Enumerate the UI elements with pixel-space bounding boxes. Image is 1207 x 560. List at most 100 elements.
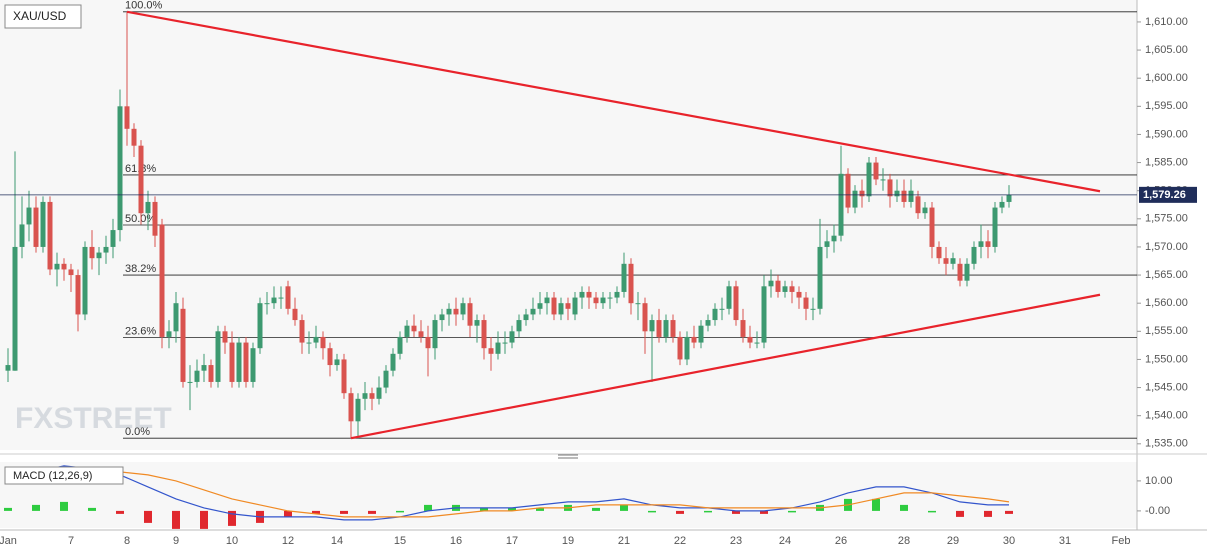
candle-body [103,246,109,253]
candle-body [866,162,872,197]
y-tick-label: 1,535.00 [1145,438,1188,450]
candle-body [775,280,781,292]
candle-body [236,342,242,382]
fib-label: 100.0% [125,0,163,12]
candle-body [201,365,207,371]
x-tick-label: 29 [947,535,959,547]
candle-body [628,263,634,304]
candle-body [68,269,74,276]
x-tick-label: 21 [618,535,630,547]
candle-body [166,331,172,337]
candle-body [698,325,704,343]
histogram-bar [116,510,124,514]
histogram-bar [228,510,236,526]
fib-label: 38.2% [125,263,156,275]
y-tick-label: -0.00 [1145,505,1170,517]
x-tick-label: 9 [173,535,179,547]
y-tick-label: 1,565.00 [1145,269,1188,281]
y-tick-label: 1,590.00 [1145,128,1188,140]
candle-body [705,320,711,326]
marks: 1,535.00 1,540.00 1,545.00 1,550.00 1,555.00… [0,0,1197,547]
candle-body [586,291,592,298]
candle-body [635,303,641,305]
candle-body [880,179,886,181]
candle-body [943,258,949,264]
candle-body [173,303,179,332]
candle-body [740,320,746,337]
x-tick-label: 17 [506,535,518,547]
candle-body [950,258,956,264]
histogram-bar [144,510,152,523]
candle-body [999,201,1005,208]
macd-box [4,466,124,485]
candle-body [922,207,928,214]
y-tick-label: 1,570.00 [1145,241,1188,253]
candle-body [285,286,291,309]
candle-body [544,297,550,304]
y-tick-label: 1,550.00 [1145,353,1188,365]
trendline [126,10,1101,193]
y-tick-label: 1,560.00 [1145,297,1188,309]
last-price-label: 1,579.26 [1143,189,1186,201]
candle-body [796,291,802,298]
candle-body [894,190,900,197]
y-tick-label: 1,540.00 [1145,410,1188,422]
macd-line [7,465,1009,521]
y-tick-label: 1,545.00 [1145,381,1188,393]
candle-body [824,241,830,247]
histogram-bar [592,507,600,511]
candle-body [425,336,431,349]
candle-body [411,325,417,332]
candle-body [915,196,921,214]
candle-body [600,297,606,304]
candle-body [474,320,480,326]
candle-body [817,246,823,309]
candle-body [733,286,739,321]
macd-line [7,471,1010,518]
candle-body [768,280,774,287]
candle-body [614,291,620,298]
candle-body [187,381,193,383]
histogram-bar [284,510,292,517]
candle-body [957,263,963,281]
candle-body [789,286,795,292]
candle-body [572,297,578,315]
candle-body [89,246,95,259]
candle-body [992,207,998,247]
candle-body [656,320,662,337]
x-tick-label: Jan [0,535,17,547]
candle-body [82,246,88,315]
fib-label: 23.6% [125,325,156,337]
candle-body [523,314,529,321]
candle-body [810,308,816,310]
x-tick-label: 14 [331,535,343,547]
candle-body [54,263,60,270]
candle-body [257,303,263,349]
candle-body [978,241,984,247]
x-tick-label: 24 [779,535,791,547]
x-tick-label: 26 [835,535,847,547]
candle-body [348,393,354,422]
histogram-bar [88,507,96,511]
candle-body [383,370,389,388]
candle-body [376,387,382,399]
histogram-bar [760,510,768,514]
histogram-bar [648,510,656,513]
last-price-tag [1139,186,1197,203]
candle-body [40,201,46,247]
x-tick-label: 19 [562,535,574,547]
y-tick-label: 10.00 [1145,475,1173,487]
histogram-bar [60,501,68,511]
candle-body [306,342,312,344]
histogram-bar [984,510,992,517]
histogram-bar [872,498,880,511]
histogram-bar [172,510,180,529]
candle-body [579,291,585,298]
x-tick-label: 16 [450,535,462,547]
histogram-bar [340,510,348,514]
candle-body [180,308,186,382]
y-tick-label: 1,555.00 [1145,325,1188,337]
candle-body [271,297,277,304]
candle-body [964,263,970,281]
candle-body [278,297,284,299]
